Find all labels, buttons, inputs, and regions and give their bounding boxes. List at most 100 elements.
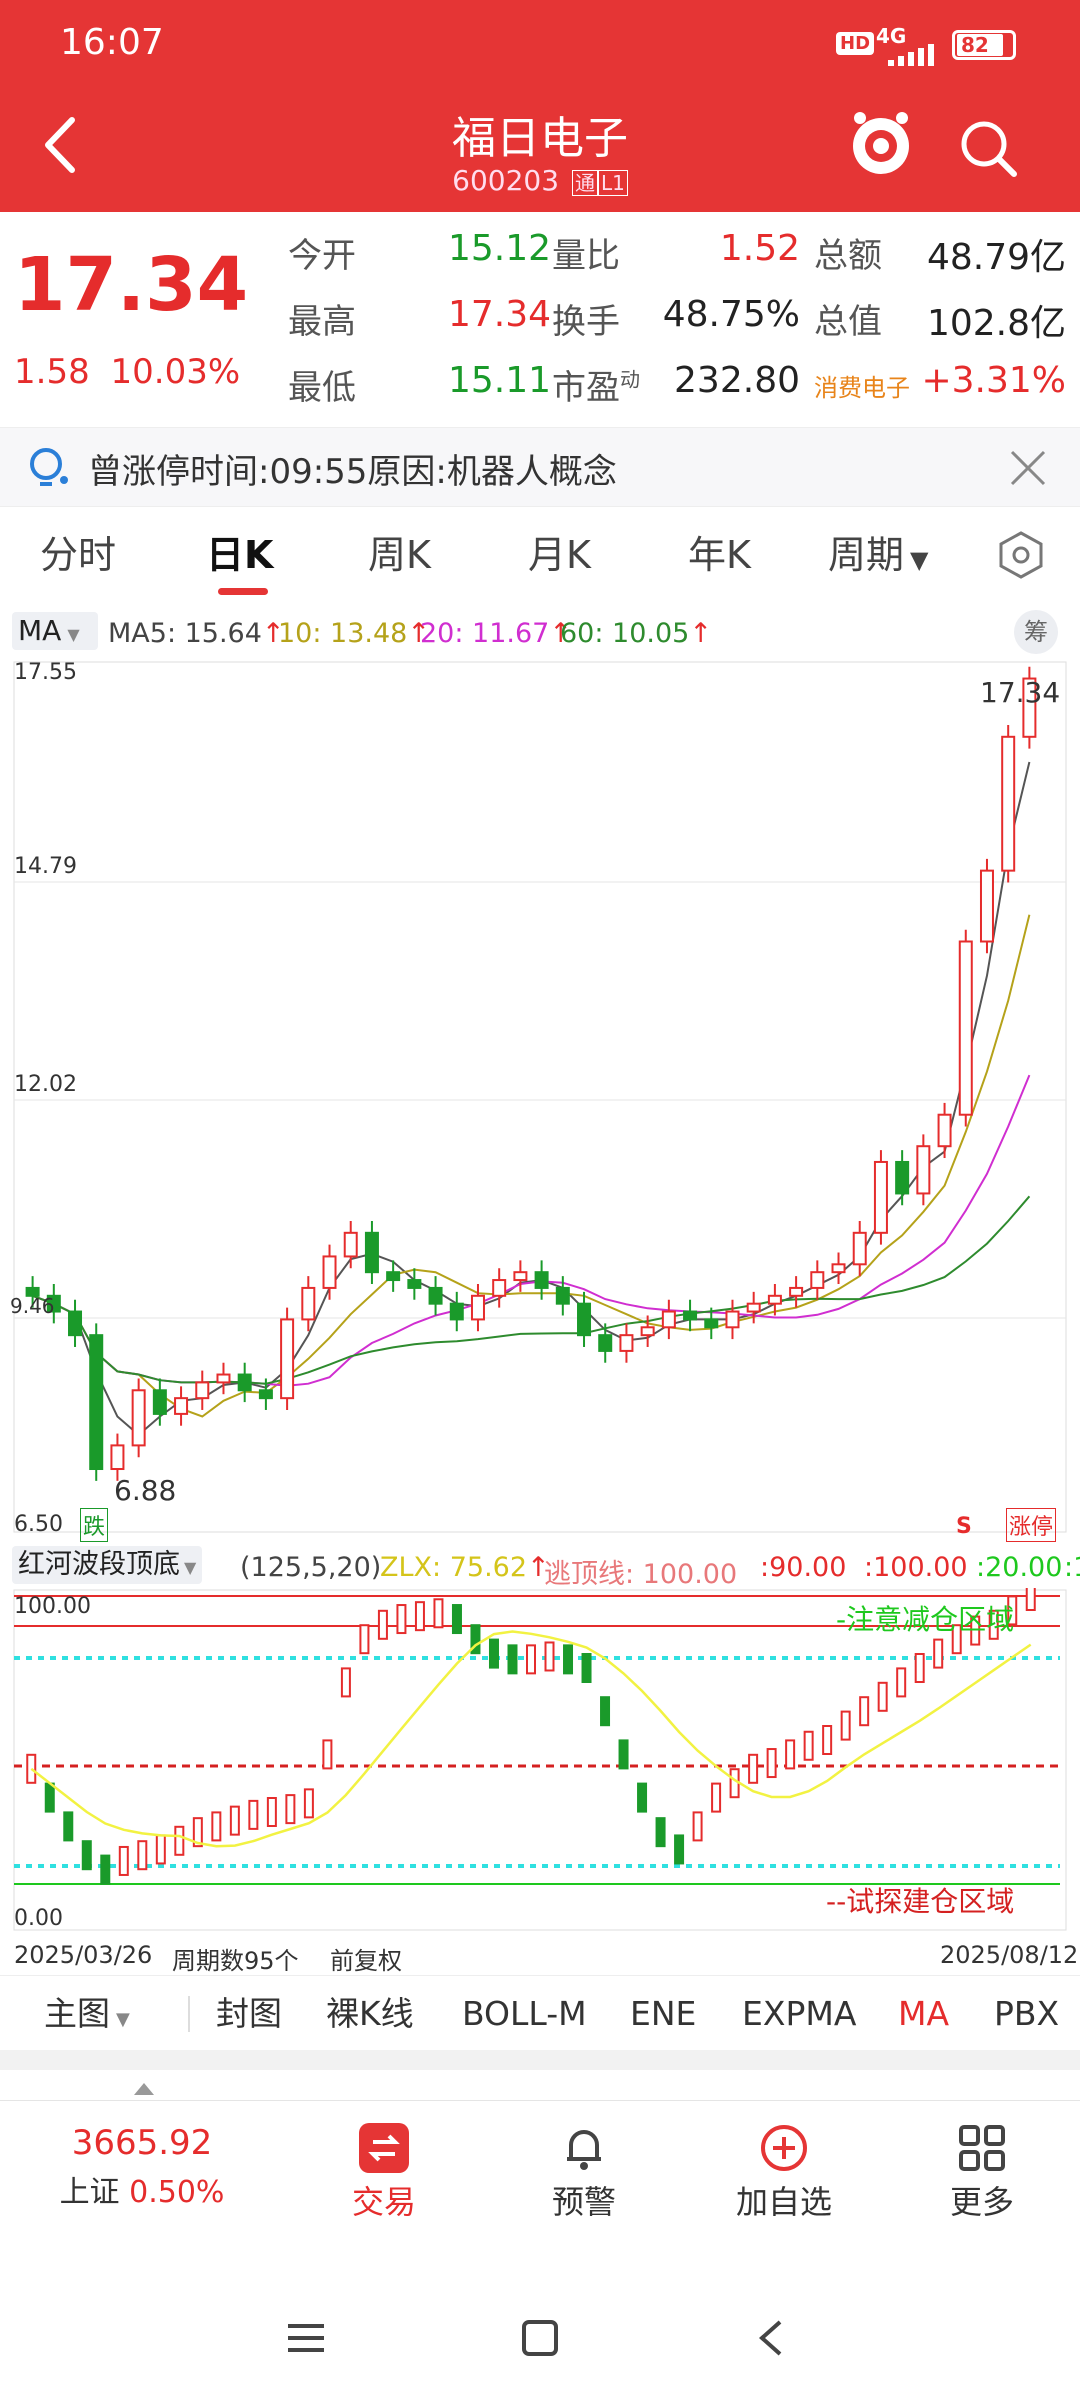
indicator-bar [451,1604,462,1635]
hexagon-settings-icon[interactable] [996,530,1046,580]
indicator-bar [803,1730,814,1761]
indicator-bar [600,1696,611,1727]
turnover-amount-value: 48.79亿 [926,237,1066,278]
trade-icon [359,2123,409,2173]
start-date: 2025/03/26 [14,1941,153,1969]
indicator-bar [377,1609,388,1640]
limit-up-notice[interactable]: 曾涨停时间:09:55原因:机器人概念 [0,427,1080,507]
indicator-bar [655,1817,666,1848]
volume-ratio-value: 1.52 [719,228,800,269]
chip-button[interactable]: 筹 [1014,610,1058,654]
tab-daily-k[interactable]: 日K [206,533,274,577]
more-label: 更多 [949,2183,1014,2221]
active-tab-underline [218,588,268,595]
zlx-up-arrow: ↑ [527,1552,550,1583]
ma10-value: 10: 13.48↑ [278,618,430,649]
kline-chart[interactable]: 17.55 14.79 12.02 6.50 9.46 17.34 6.88 跌… [0,656,1080,1542]
indicator-bar [914,1653,925,1683]
axis-top-label: 17.55 [14,660,77,685]
candle-body [746,1302,761,1313]
indicator-bar [174,1825,185,1856]
search-icon[interactable] [956,116,1020,180]
pe-value: 232.80 [674,360,800,401]
candle-body [89,1334,104,1471]
hd-badge: HD [836,32,875,55]
candle-body [258,1389,273,1400]
mascot-icon[interactable] [848,108,914,184]
nav-alert[interactable]: 预警 [484,2101,684,2236]
indicator-bar [229,1805,240,1836]
sell-tag: S [956,1514,972,1539]
indicator-bar [340,1667,351,1698]
candle-body [1001,735,1016,872]
main-chart-selector[interactable]: 主图 ▼ [44,1976,130,2051]
expand-up-icon[interactable] [132,2081,156,2097]
candle-body [449,1302,464,1321]
price-change-pct: 10.03% [110,352,241,392]
caret-down-icon: ▼ [67,625,80,644]
func-pbx[interactable]: PBX [994,1994,1060,2033]
market-cap-value: 102.8亿 [926,303,1066,344]
indicator-bar [322,1739,333,1770]
func-naked-k[interactable]: 裸K线 [326,1994,414,2033]
candle-body [428,1286,443,1305]
caret-down-icon: ▼ [910,546,929,574]
candle-body [152,1389,167,1415]
tab-weekly-k[interactable]: 周K [368,533,431,577]
tab-yearly-k[interactable]: 年K [688,533,751,577]
indicator-bar [637,1782,648,1813]
index-line: 上证 0.50% [42,2167,242,2211]
indicator-bar [63,1811,74,1842]
ma-selector[interactable]: MA ▼ [12,612,98,650]
candle-body [407,1279,422,1289]
price-change-row: 1.58 10.03% [14,352,240,392]
high-value: 17.34 [448,294,552,335]
candle-body [131,1389,146,1447]
indicator-bar [303,1788,314,1819]
func-seal-chart[interactable]: 封图 [216,1994,282,2033]
bell-icon [559,2123,609,2173]
indicator-bar [100,1854,111,1885]
menu-icon[interactable] [286,2320,326,2356]
axis-left-mark: 9.46 [10,1294,55,1318]
candle-body [937,1113,952,1148]
home-icon[interactable] [520,2318,560,2358]
nav-trade[interactable]: 交易 [284,2101,484,2236]
add-circle-icon [759,2123,809,2173]
func-ma[interactable]: MA [898,1994,950,2033]
network-label: 4G [876,24,907,48]
pe-label-text: 市盈 [552,368,620,408]
low-marker: 6.88 [114,1474,177,1507]
candle-body [979,869,994,943]
close-icon[interactable] [1006,446,1050,490]
func-boll-m[interactable]: BOLL-M [462,1994,587,2033]
tab-intraday[interactable]: 分时 [40,533,117,577]
indicator-selector[interactable]: 红河波段顶底 ▼ [12,1546,203,1584]
tab-monthly-k[interactable]: 月K [528,533,591,577]
indicator-bar [1007,1595,1018,1626]
candle-body [301,1286,316,1321]
candle-body [237,1373,252,1392]
lightbulb-icon [26,444,70,492]
nav-bar: 福日电子 600203 通 L1 [0,90,1080,212]
sector-label[interactable]: 消费电子 [814,374,910,402]
func-ene[interactable]: ENE [630,1994,697,2033]
tong-badge: 通 [571,170,598,196]
back-icon[interactable] [36,110,86,180]
trade-label: 交易 [351,2183,416,2221]
candle-body [110,1444,125,1471]
function-bar: 主图 ▼ 封图 裸K线 BOLL-M ENE EXPMA MA PBX [0,1975,1080,2050]
indicator-bar [896,1667,907,1698]
date-axis: 2025/03/26 周期数95个 前复权 2025/08/12 [0,1935,1080,1975]
index-ticker[interactable]: 3665.92 上证 0.50% [42,2101,242,2236]
tab-period[interactable]: 周期 ▼ [828,510,928,600]
indicator-bar [859,1696,870,1727]
nav-add-favorite[interactable]: 加自选 [684,2101,884,2236]
caret-down-icon: ▼ [184,1558,197,1577]
ma60-text: 60: 10.05 [560,618,690,649]
indicator-chart[interactable]: 100.00 0.00 -注意减仓区域 --试探建仓区域 [0,1581,1080,1933]
nav-more[interactable]: 更多 [882,2101,1080,2236]
back-nav-icon[interactable] [756,2318,786,2358]
indicator-bar [414,1601,425,1632]
func-expma[interactable]: EXPMA [742,1994,857,2033]
